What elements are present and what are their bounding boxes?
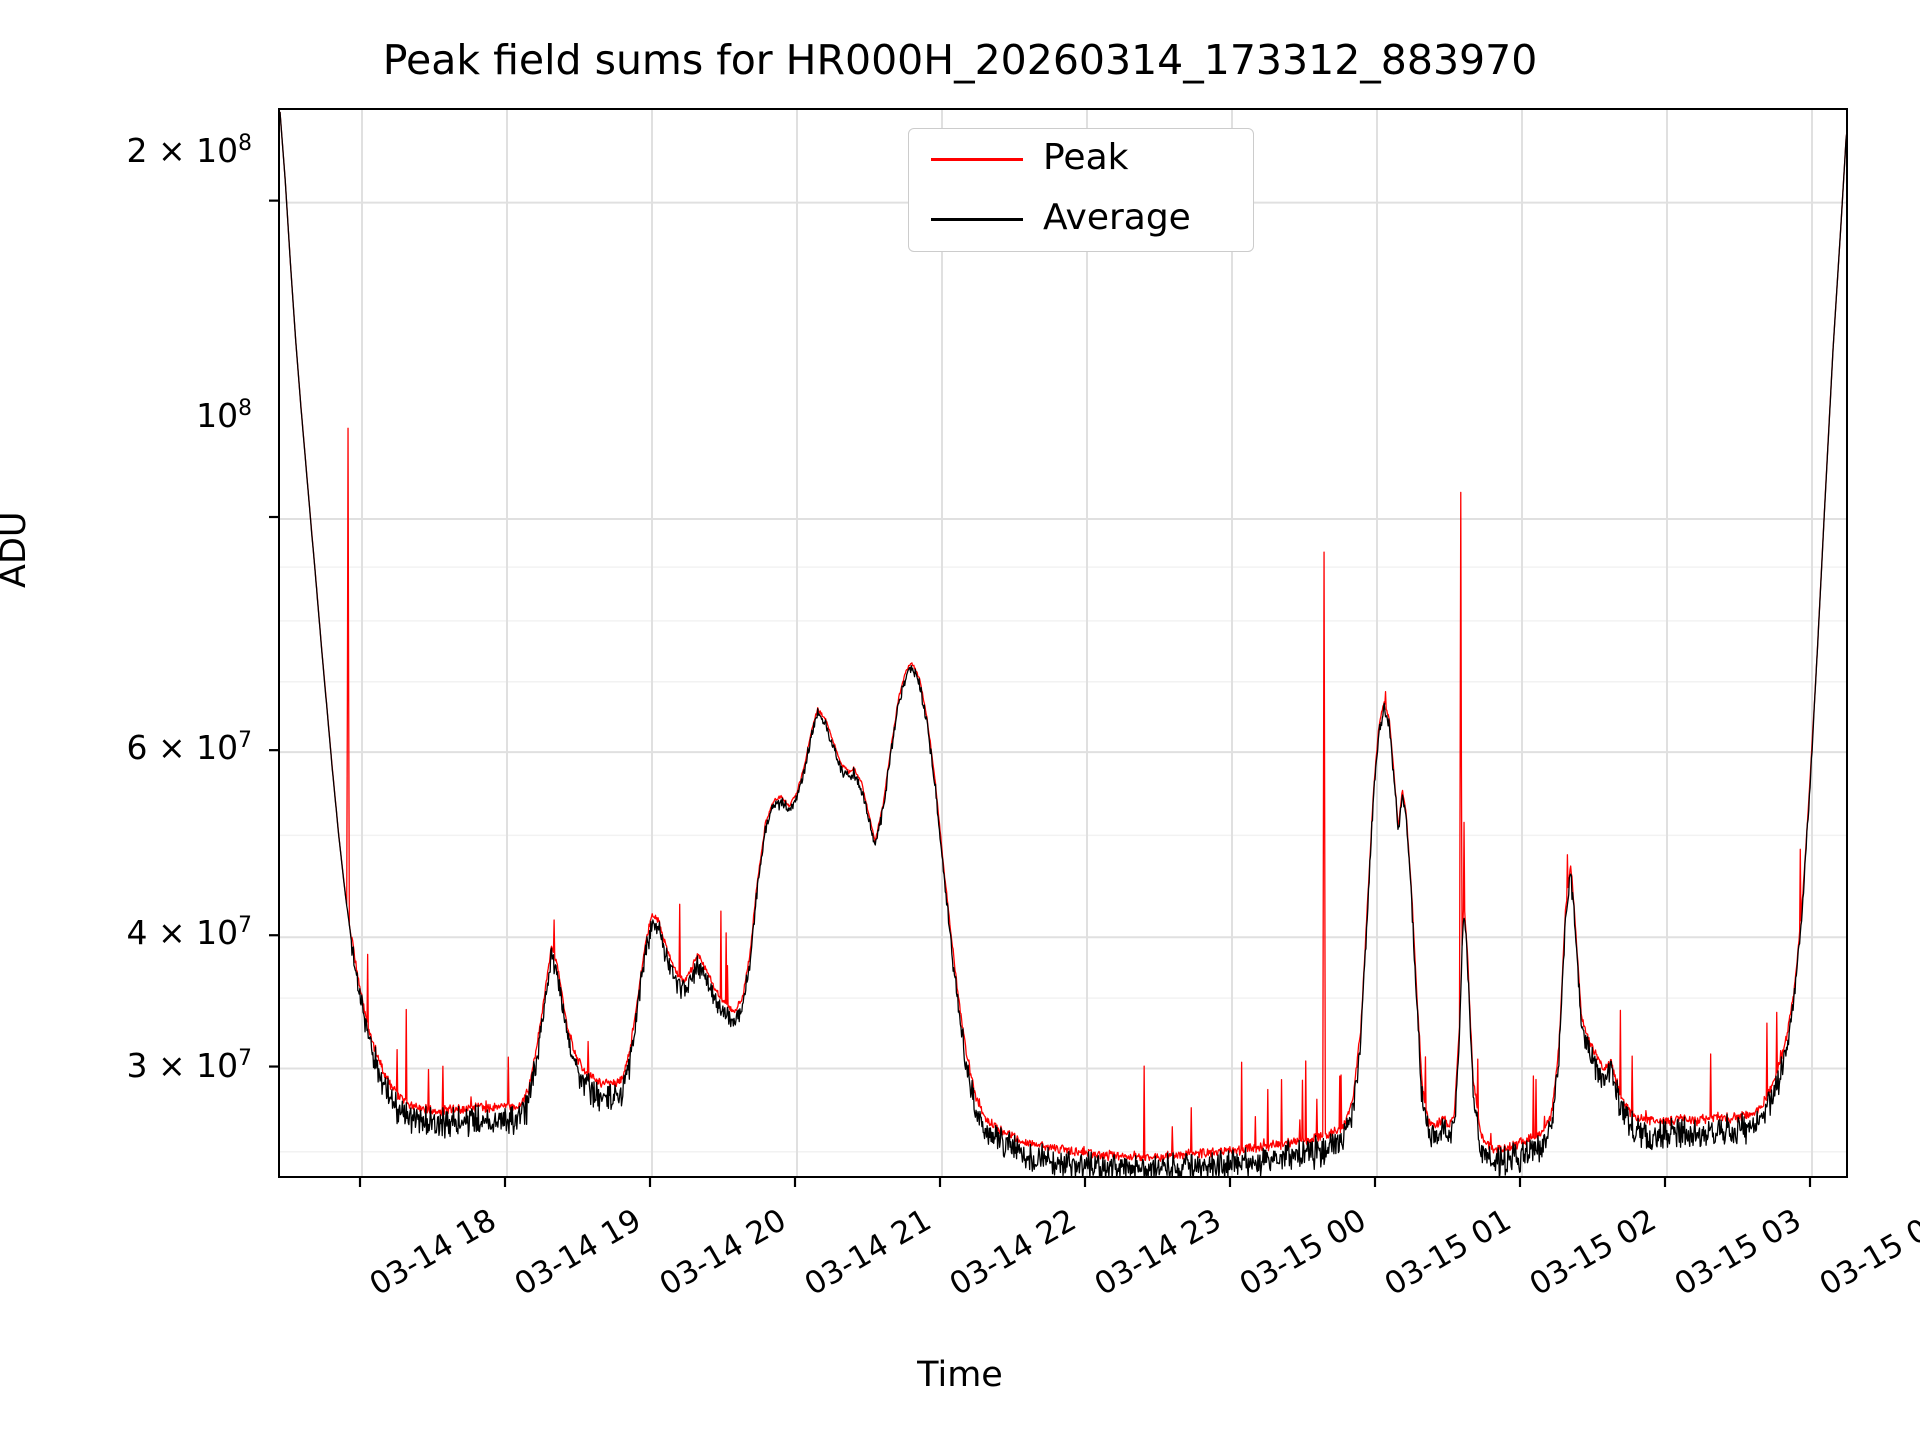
legend-label-peak: Peak bbox=[1043, 137, 1129, 178]
series-line-peak bbox=[280, 111, 1846, 1162]
x-tick-label-5: 03-14 23 bbox=[1088, 1202, 1228, 1303]
x-tick-label-0: 03-14 18 bbox=[363, 1202, 503, 1303]
x-tick-label-3: 03-14 21 bbox=[798, 1202, 938, 1303]
legend-swatch-average bbox=[931, 218, 1023, 221]
x-axis-label: Time bbox=[917, 1355, 1003, 1395]
series-line-average bbox=[280, 111, 1846, 1176]
legend-row-peak: Peak bbox=[909, 131, 1253, 187]
legend-swatch-peak bbox=[931, 158, 1023, 161]
y-tick-label-3: 4 × 107 bbox=[126, 913, 252, 952]
plot-svg bbox=[280, 110, 1846, 1176]
gridlines bbox=[280, 110, 1846, 1176]
y-tick-label-1: 108 bbox=[196, 396, 252, 435]
x-tick-label-2: 03-14 20 bbox=[653, 1202, 793, 1303]
legend-label-average: Average bbox=[1043, 197, 1191, 238]
chart-title: Peak field sums for HR000H_20260314_1733… bbox=[382, 36, 1538, 84]
y-tick-label-4: 3 × 107 bbox=[126, 1046, 252, 1085]
y-axis-label: ADU bbox=[0, 511, 34, 588]
y-tick-label-0: 2 × 108 bbox=[126, 131, 252, 170]
legend-row-average: Average bbox=[909, 191, 1253, 247]
legend: Peak Average bbox=[908, 128, 1254, 252]
x-tick-label-6: 03-15 00 bbox=[1233, 1202, 1373, 1303]
x-tick-label-8: 03-15 02 bbox=[1523, 1202, 1663, 1303]
x-tick-label-7: 03-15 01 bbox=[1378, 1202, 1518, 1303]
x-tick-label-9: 03-15 03 bbox=[1668, 1202, 1808, 1303]
y-tick-label-2: 6 × 107 bbox=[126, 728, 252, 767]
plot-area bbox=[278, 108, 1848, 1178]
x-tick-label-4: 03-14 22 bbox=[943, 1202, 1083, 1303]
x-tick-label-1: 03-14 19 bbox=[508, 1202, 648, 1303]
x-tick-label-10: 03-15 04 bbox=[1813, 1202, 1920, 1303]
